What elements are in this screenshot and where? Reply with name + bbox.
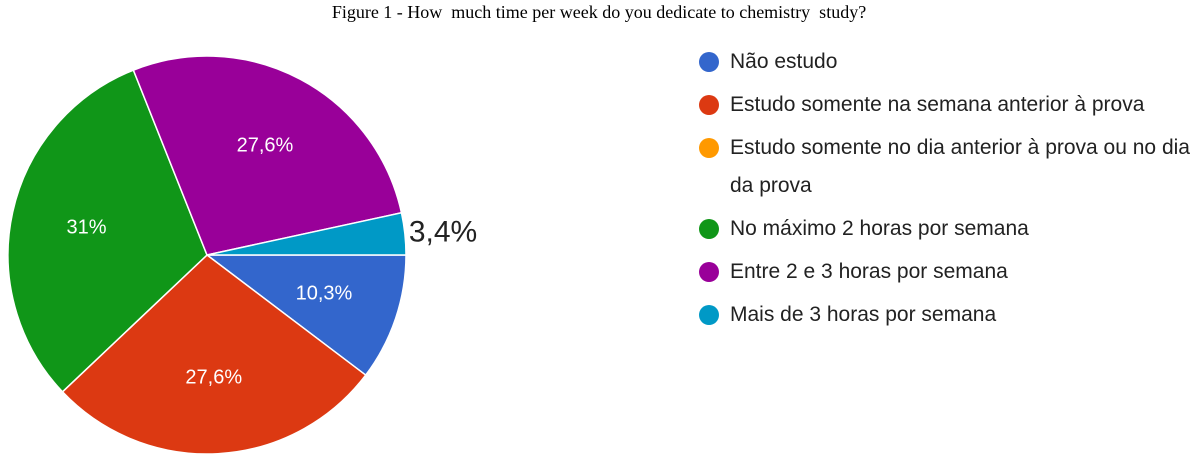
pie-slice <box>7 69 208 393</box>
legend-swatch <box>699 52 719 72</box>
chart-title: Figure 1 - How much time per week do you… <box>332 2 866 22</box>
legend-line: da prova <box>730 174 812 197</box>
data-label: 10,3% <box>296 283 353 305</box>
legend-line: Não estudo <box>730 50 837 73</box>
legend-swatch <box>699 305 719 325</box>
legend-label: Entre 2 e 3 horas por semana <box>730 260 1008 283</box>
legend-label: Estudo somente na semana anterior à prov… <box>730 93 1145 116</box>
pie-slice <box>132 55 403 256</box>
legend-line: Estudo somente no dia anterior à prova o… <box>730 136 1190 159</box>
legend-label: Mais de 3 horas por semana <box>730 303 996 326</box>
legend-swatch <box>699 262 719 282</box>
legend-line: No máximo 2 horas por semana <box>730 217 1029 240</box>
pie-slice <box>61 254 367 455</box>
legend-label: Não estudo <box>730 50 837 73</box>
legend-line: Entre 2 e 3 horas por semana <box>730 260 1008 283</box>
legend-swatch <box>699 95 719 115</box>
data-label: 27,6% <box>185 366 242 388</box>
legend-swatch <box>699 138 719 158</box>
pie-slice <box>206 211 407 256</box>
pie-slice <box>204 254 407 377</box>
legend-line: Estudo somente na semana anterior à prov… <box>730 93 1145 116</box>
data-label: 27,6% <box>237 134 294 156</box>
data-label: 3,4% <box>409 215 477 248</box>
legend-label: Estudo somente no dia anterior à prova o… <box>730 136 1190 197</box>
legend-label: No máximo 2 horas por semana <box>730 217 1029 240</box>
legend-swatch <box>699 219 719 239</box>
data-label: 31% <box>66 217 106 239</box>
legend-line: Mais de 3 horas por semana <box>730 303 996 326</box>
